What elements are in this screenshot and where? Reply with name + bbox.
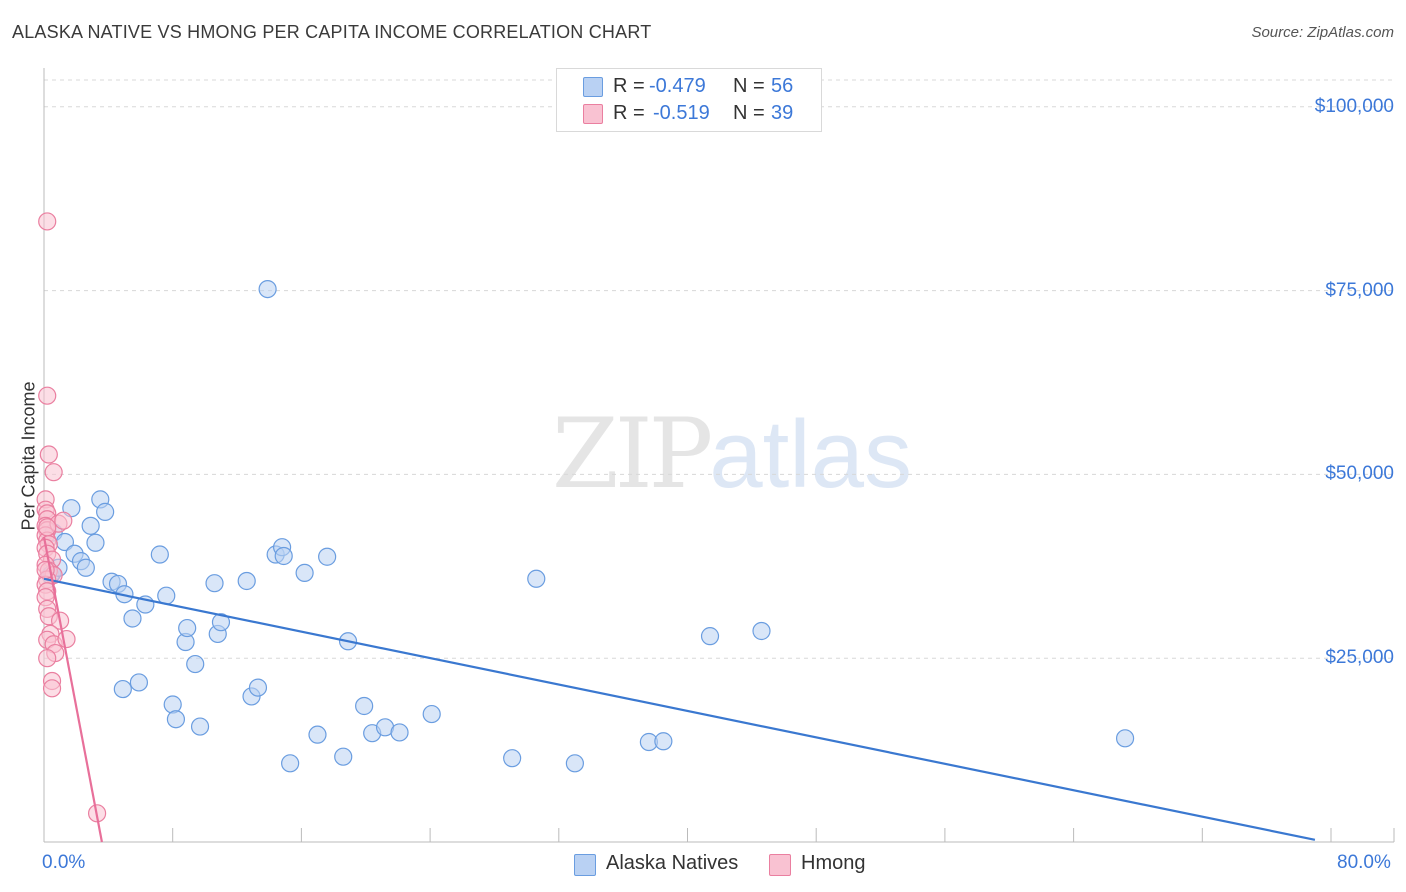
bottom-legend-label: Hmong	[801, 852, 866, 874]
data-point-hmong	[38, 212, 57, 231]
trend-line-hmong	[42, 536, 103, 843]
data-point-alaska-natives	[654, 732, 673, 751]
y-tick-label: $50,000	[1325, 463, 1394, 485]
data-point-alaska-natives	[274, 546, 293, 566]
data-point-alaska-natives	[211, 613, 231, 632]
data-point-alaska-natives	[190, 717, 210, 736]
watermark-atlas: atlas	[709, 401, 912, 508]
legend-n-label: N =	[733, 102, 765, 124]
data-point-hmong	[39, 445, 58, 464]
trend-lines	[42, 536, 1316, 843]
data-point-alaska-natives	[86, 533, 105, 552]
data-point-alaska-natives	[76, 558, 95, 577]
data-point-alaska-natives	[178, 618, 197, 638]
legend-n-value: 56	[771, 75, 794, 97]
data-point-alaska-natives	[96, 502, 115, 521]
y-axis-label: Per Capita Income	[18, 381, 39, 531]
data-point-alaska-natives	[422, 704, 441, 724]
legend-r-label: R =	[613, 102, 645, 124]
data-point-hmong	[57, 629, 76, 649]
data-point-alaska-natives	[355, 696, 374, 716]
bottom-legend-label: Alaska Natives	[606, 852, 739, 874]
data-point-alaska-natives	[81, 516, 100, 535]
data-point-alaska-natives	[390, 723, 409, 742]
x-tick-label-left: 0.0%	[42, 852, 86, 873]
data-point-alaska-natives	[129, 673, 149, 692]
data-point-hmong	[38, 386, 57, 405]
data-point-alaska-natives	[163, 695, 182, 714]
correlation-legend: R = -0.479 N = 56 R = -0.519 N = 39	[556, 68, 822, 132]
legend-swatch-blue	[583, 77, 603, 97]
source-label: Source: ZipAtlas.com	[1251, 24, 1394, 41]
watermark-zip: ZIP	[552, 398, 713, 510]
data-point-alaska-natives	[503, 749, 522, 768]
data-point-alaska-natives	[150, 545, 169, 564]
data-point-alaska-natives	[113, 679, 132, 699]
data-point-alaska-natives	[186, 654, 205, 674]
data-point-alaska-natives	[237, 571, 256, 591]
series-alaska-natives	[41, 280, 1135, 773]
series-hmong	[36, 212, 107, 823]
data-point-alaska-natives	[700, 627, 720, 646]
data-point-alaska-natives	[248, 678, 268, 697]
data-point-hmong	[42, 679, 62, 698]
data-point-alaska-natives	[752, 621, 771, 641]
trend-line-alaska-natives	[43, 577, 1316, 841]
data-point-alaska-natives	[527, 569, 546, 588]
y-tick-label: $25,000	[1325, 647, 1394, 669]
data-point-alaska-natives	[166, 710, 186, 729]
watermark: ZIPatlas	[552, 398, 912, 510]
grid-lines	[44, 79, 1394, 659]
bottom-legend-swatch-blue	[574, 854, 596, 876]
legend-swatch-pink	[583, 104, 603, 124]
data-point-alaska-natives	[295, 563, 314, 583]
y-tick-label: $100,000	[1314, 95, 1394, 117]
legend-row-hmong: R = -0.519 N = 39	[557, 100, 821, 128]
data-point-hmong	[38, 518, 57, 537]
legend-row-alaska-natives: R = -0.479 N = 56	[557, 73, 821, 101]
data-point-alaska-natives	[258, 280, 277, 299]
data-point-alaska-natives	[565, 754, 584, 773]
data-point-alaska-natives	[205, 574, 224, 593]
data-point-hmong	[38, 649, 57, 668]
data-point-alaska-natives	[281, 754, 300, 773]
x-tick-label-right: 80.0%	[1337, 852, 1391, 873]
y-tick-label: $75,000	[1325, 279, 1394, 301]
data-point-hmong	[44, 463, 63, 482]
data-point-alaska-natives	[1115, 729, 1135, 748]
data-point-alaska-natives	[318, 547, 337, 566]
chart-title: ALASKA NATIVE VS HMONG PER CAPITA INCOME…	[12, 22, 652, 42]
data-point-alaska-natives	[308, 725, 327, 744]
data-point-alaska-natives	[123, 609, 142, 628]
data-point-alaska-natives	[334, 747, 353, 766]
bottom-legend-swatch-pink	[769, 854, 791, 876]
data-point-hmong	[54, 511, 73, 530]
axes	[43, 68, 1395, 843]
legend-r-value: -0.519	[653, 102, 710, 124]
legend-r-value: -0.479	[649, 75, 706, 97]
legend-n-label: N =	[733, 75, 765, 97]
legend-n-value: 39	[771, 102, 794, 124]
legend-r-label: R =	[613, 75, 645, 97]
